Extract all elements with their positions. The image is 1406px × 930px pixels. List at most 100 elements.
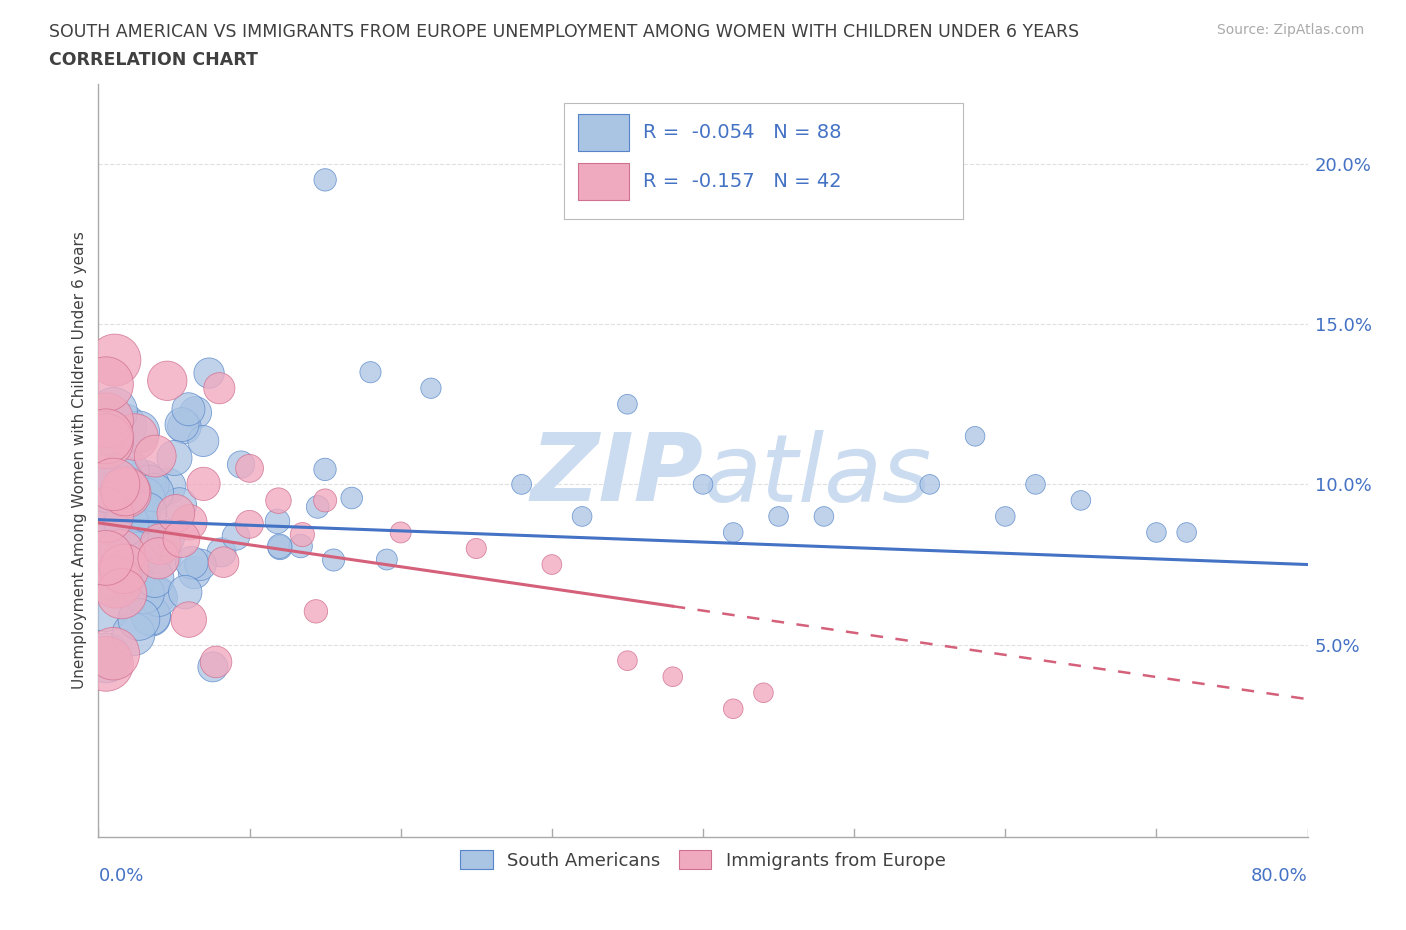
Point	[128, 424, 150, 439]
Point	[135, 505, 157, 520]
Point	[965, 429, 987, 444]
Point	[269, 538, 291, 553]
Point	[813, 509, 835, 524]
Point	[107, 470, 129, 485]
Point	[94, 650, 117, 665]
Text: Source: ZipAtlas.com: Source: ZipAtlas.com	[1216, 23, 1364, 37]
Point	[201, 659, 224, 674]
Point	[768, 509, 790, 524]
Point	[389, 525, 412, 540]
Point	[205, 655, 228, 670]
FancyBboxPatch shape	[578, 113, 630, 152]
Point	[115, 464, 138, 479]
FancyBboxPatch shape	[564, 102, 963, 219]
Point	[180, 555, 202, 570]
Point	[169, 498, 191, 512]
Point	[1070, 493, 1092, 508]
Point	[510, 477, 533, 492]
Point	[94, 599, 117, 614]
Point	[156, 479, 179, 494]
Point	[177, 402, 200, 417]
Point	[94, 377, 117, 392]
Point	[152, 549, 174, 564]
Point	[111, 558, 134, 573]
Point	[143, 546, 166, 561]
Point	[661, 670, 683, 684]
Point	[146, 588, 169, 603]
Point	[212, 554, 235, 569]
Point	[173, 419, 195, 434]
Point	[108, 548, 131, 563]
Point	[229, 457, 252, 472]
Point	[156, 373, 179, 388]
Point	[105, 575, 128, 590]
Point	[1175, 525, 1198, 540]
Point	[420, 380, 443, 395]
Point	[104, 352, 127, 367]
Point	[198, 365, 221, 380]
Point	[170, 532, 193, 547]
Point	[692, 477, 714, 492]
Point	[465, 541, 488, 556]
Point	[994, 509, 1017, 524]
Point	[94, 657, 117, 671]
Point	[135, 478, 157, 493]
Text: R =  -0.054   N = 88: R = -0.054 N = 88	[643, 123, 841, 142]
Point	[139, 608, 162, 623]
Point	[94, 551, 117, 565]
Point	[183, 565, 205, 580]
Point	[143, 485, 166, 500]
Point	[165, 506, 187, 521]
Point	[193, 433, 215, 448]
Point	[143, 571, 166, 586]
Point	[94, 524, 117, 538]
Point	[267, 493, 290, 508]
Text: atlas: atlas	[703, 430, 931, 521]
Point	[291, 527, 314, 542]
Point	[752, 685, 775, 700]
Point	[918, 477, 941, 492]
Point	[115, 516, 138, 531]
Point	[211, 545, 233, 560]
Point	[193, 476, 215, 491]
Point	[132, 586, 155, 601]
Point	[616, 653, 638, 668]
Point	[136, 530, 159, 545]
Point	[340, 491, 363, 506]
Point	[239, 461, 262, 476]
Point	[104, 486, 127, 501]
Point	[94, 429, 117, 444]
Point	[208, 380, 231, 395]
Point	[134, 491, 156, 506]
Point	[269, 540, 291, 555]
Point	[94, 413, 117, 428]
Point	[103, 646, 125, 661]
Point	[305, 604, 328, 618]
Point	[103, 404, 125, 418]
Point	[360, 365, 382, 379]
Point	[375, 552, 398, 567]
Point	[148, 591, 170, 605]
Point	[238, 517, 260, 532]
Text: 0.0%: 0.0%	[98, 867, 143, 885]
Point	[148, 551, 170, 565]
Point	[290, 538, 312, 553]
FancyBboxPatch shape	[578, 163, 630, 201]
Legend: South Americans, Immigrants from Europe: South Americans, Immigrants from Europe	[453, 844, 953, 877]
Point	[94, 512, 117, 527]
Point	[138, 477, 160, 492]
Text: 80.0%: 80.0%	[1251, 867, 1308, 885]
Point	[170, 418, 193, 432]
Point	[266, 514, 288, 529]
Point	[1024, 477, 1046, 492]
Point	[94, 508, 117, 523]
Point	[322, 552, 344, 567]
Point	[111, 586, 134, 601]
Point	[139, 609, 162, 624]
Point	[540, 557, 562, 572]
Point	[177, 612, 200, 627]
Point	[115, 485, 138, 500]
Point	[107, 496, 129, 511]
Text: SOUTH AMERICAN VS IMMIGRANTS FROM EUROPE UNEMPLOYMENT AMONG WOMEN WITH CHILDREN : SOUTH AMERICAN VS IMMIGRANTS FROM EUROPE…	[49, 23, 1080, 41]
Point	[111, 546, 134, 561]
